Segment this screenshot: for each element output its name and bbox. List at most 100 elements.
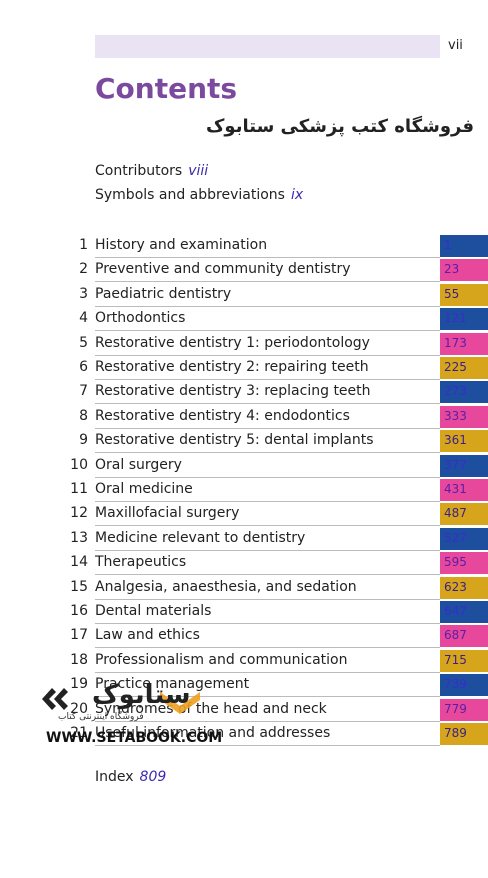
row-rule <box>95 525 440 527</box>
chapter-number: 13 <box>70 529 88 546</box>
title: Contents <box>95 72 238 105</box>
chapter-title: Useful information and addresses <box>95 725 331 741</box>
page-number: vii <box>448 38 463 53</box>
page-box <box>440 381 488 404</box>
front-label: Symbols and abbreviations <box>95 187 285 203</box>
index-page: 809 <box>139 769 167 785</box>
chapter-title: Syndromes of the head and neck <box>95 700 327 717</box>
front-page: viii <box>188 163 209 179</box>
row-rule <box>95 427 440 429</box>
row-rule <box>95 476 440 478</box>
chapter-page: 121 <box>444 311 467 326</box>
row-rule <box>95 257 440 258</box>
row-rule <box>95 696 440 698</box>
row-rule <box>95 720 440 722</box>
row-rule <box>95 623 440 624</box>
chapter-title: Restorative dentistry 4: endodontics <box>95 407 350 424</box>
page-box <box>440 503 488 526</box>
chapter-number: 15 <box>70 578 88 595</box>
chapter-page: 647 <box>444 604 467 618</box>
index-label: Index <box>95 769 134 785</box>
chapter-number: 20 <box>70 700 88 717</box>
chapter-number: 9 <box>79 432 88 449</box>
front-label: Contributors <box>95 163 183 179</box>
chapter-page: 1 <box>444 238 452 252</box>
page-box <box>440 479 488 501</box>
chapter-title: Law and ethics <box>95 627 200 644</box>
chapter-page: 715 <box>444 652 467 667</box>
watermark-name: ستابوک <box>92 680 191 710</box>
row-rule <box>95 305 440 307</box>
watermark-url: WWW.SETABOOK.COM <box>46 730 223 746</box>
row-rule <box>95 452 440 454</box>
page-box <box>440 527 488 550</box>
chapter-number: 21 <box>70 725 88 741</box>
chapter-page: 779 <box>444 701 467 716</box>
row-rule <box>95 574 440 576</box>
chapter-number: 12 <box>70 505 88 522</box>
front-page: ix <box>290 187 304 203</box>
chapter-number: 6 <box>79 359 88 375</box>
page-box <box>440 259 488 282</box>
page-box <box>440 698 488 721</box>
chapter-title: Therapeutics <box>95 554 187 571</box>
chapter-number: 11 <box>70 481 88 497</box>
chapter-number: 10 <box>70 456 88 473</box>
page-box <box>440 235 488 257</box>
index-entry: Index 809 <box>95 769 166 785</box>
row-rule <box>95 671 440 673</box>
chapter-number: 3 <box>79 285 88 302</box>
chapter-title: Analgesia, anaesthesia, and sedation <box>95 578 357 595</box>
store-name: فروشگاه کتب پزشکی ستابوک <box>205 116 474 137</box>
header-bar <box>95 35 440 58</box>
row-rule <box>95 598 440 600</box>
page-box <box>440 454 488 477</box>
chapter-title: Restorative dentistry 3: replacing teeth <box>95 383 371 400</box>
chapter-number: 5 <box>79 334 88 351</box>
chapter-title: Professionalism and communication <box>95 651 348 668</box>
chapter-title: Restorative dentistry 2: repairing teeth <box>95 359 369 375</box>
chapter-number: 18 <box>70 651 88 668</box>
chapter-title: Orthodontics <box>95 310 186 327</box>
chapter-title: Maxillofacial surgery <box>95 505 240 522</box>
chapter-title: Oral medicine <box>95 481 193 497</box>
chapter-page: 789 <box>444 726 467 740</box>
page-box <box>440 674 488 697</box>
chapter-number: 1 <box>79 237 88 253</box>
page-box <box>440 308 488 331</box>
chapter-page: 527 <box>444 530 467 545</box>
chapter-number: 2 <box>79 261 88 278</box>
chapter-page: 739 <box>444 677 467 692</box>
chapter-page: 623 <box>444 579 467 594</box>
chapter-number: 16 <box>70 603 88 619</box>
page-box <box>440 332 488 355</box>
chapter-title: Preventive and community dentistry <box>95 261 351 278</box>
chapter-page: 225 <box>444 360 467 374</box>
row-rule <box>95 330 440 332</box>
page-box <box>440 576 488 599</box>
row-rule <box>95 549 440 551</box>
chapter-title: Paediatric dentistry <box>95 285 232 302</box>
page-box <box>440 625 488 648</box>
row-rule <box>95 647 440 649</box>
row-rule <box>95 281 440 283</box>
page-box <box>440 405 488 428</box>
page-box <box>440 552 488 575</box>
page-box <box>440 601 488 623</box>
chapter-page: 23 <box>444 262 460 277</box>
page-box <box>440 283 488 306</box>
chapter-title: Dental materials <box>95 603 212 619</box>
chapter-page: 333 <box>444 408 467 423</box>
chapter-title: History and examination <box>95 237 268 253</box>
page-box <box>440 357 488 379</box>
chapter-title: Restorative dentistry 5: dental implants <box>95 432 374 449</box>
row-rule <box>95 403 440 405</box>
chapter-page: 377 <box>444 457 467 472</box>
watermark-tagline: فروشگاه اینترنتی کتاب <box>58 712 144 722</box>
page-box <box>440 723 488 745</box>
chapter-page: 361 <box>444 433 467 448</box>
chapter-title: Restorative dentistry 1: periodontology <box>95 334 370 351</box>
front-entry: Symbols and abbreviations ix <box>95 187 303 203</box>
chapter-page: 173 <box>444 335 467 350</box>
chapter-title: Oral surgery <box>95 456 182 473</box>
